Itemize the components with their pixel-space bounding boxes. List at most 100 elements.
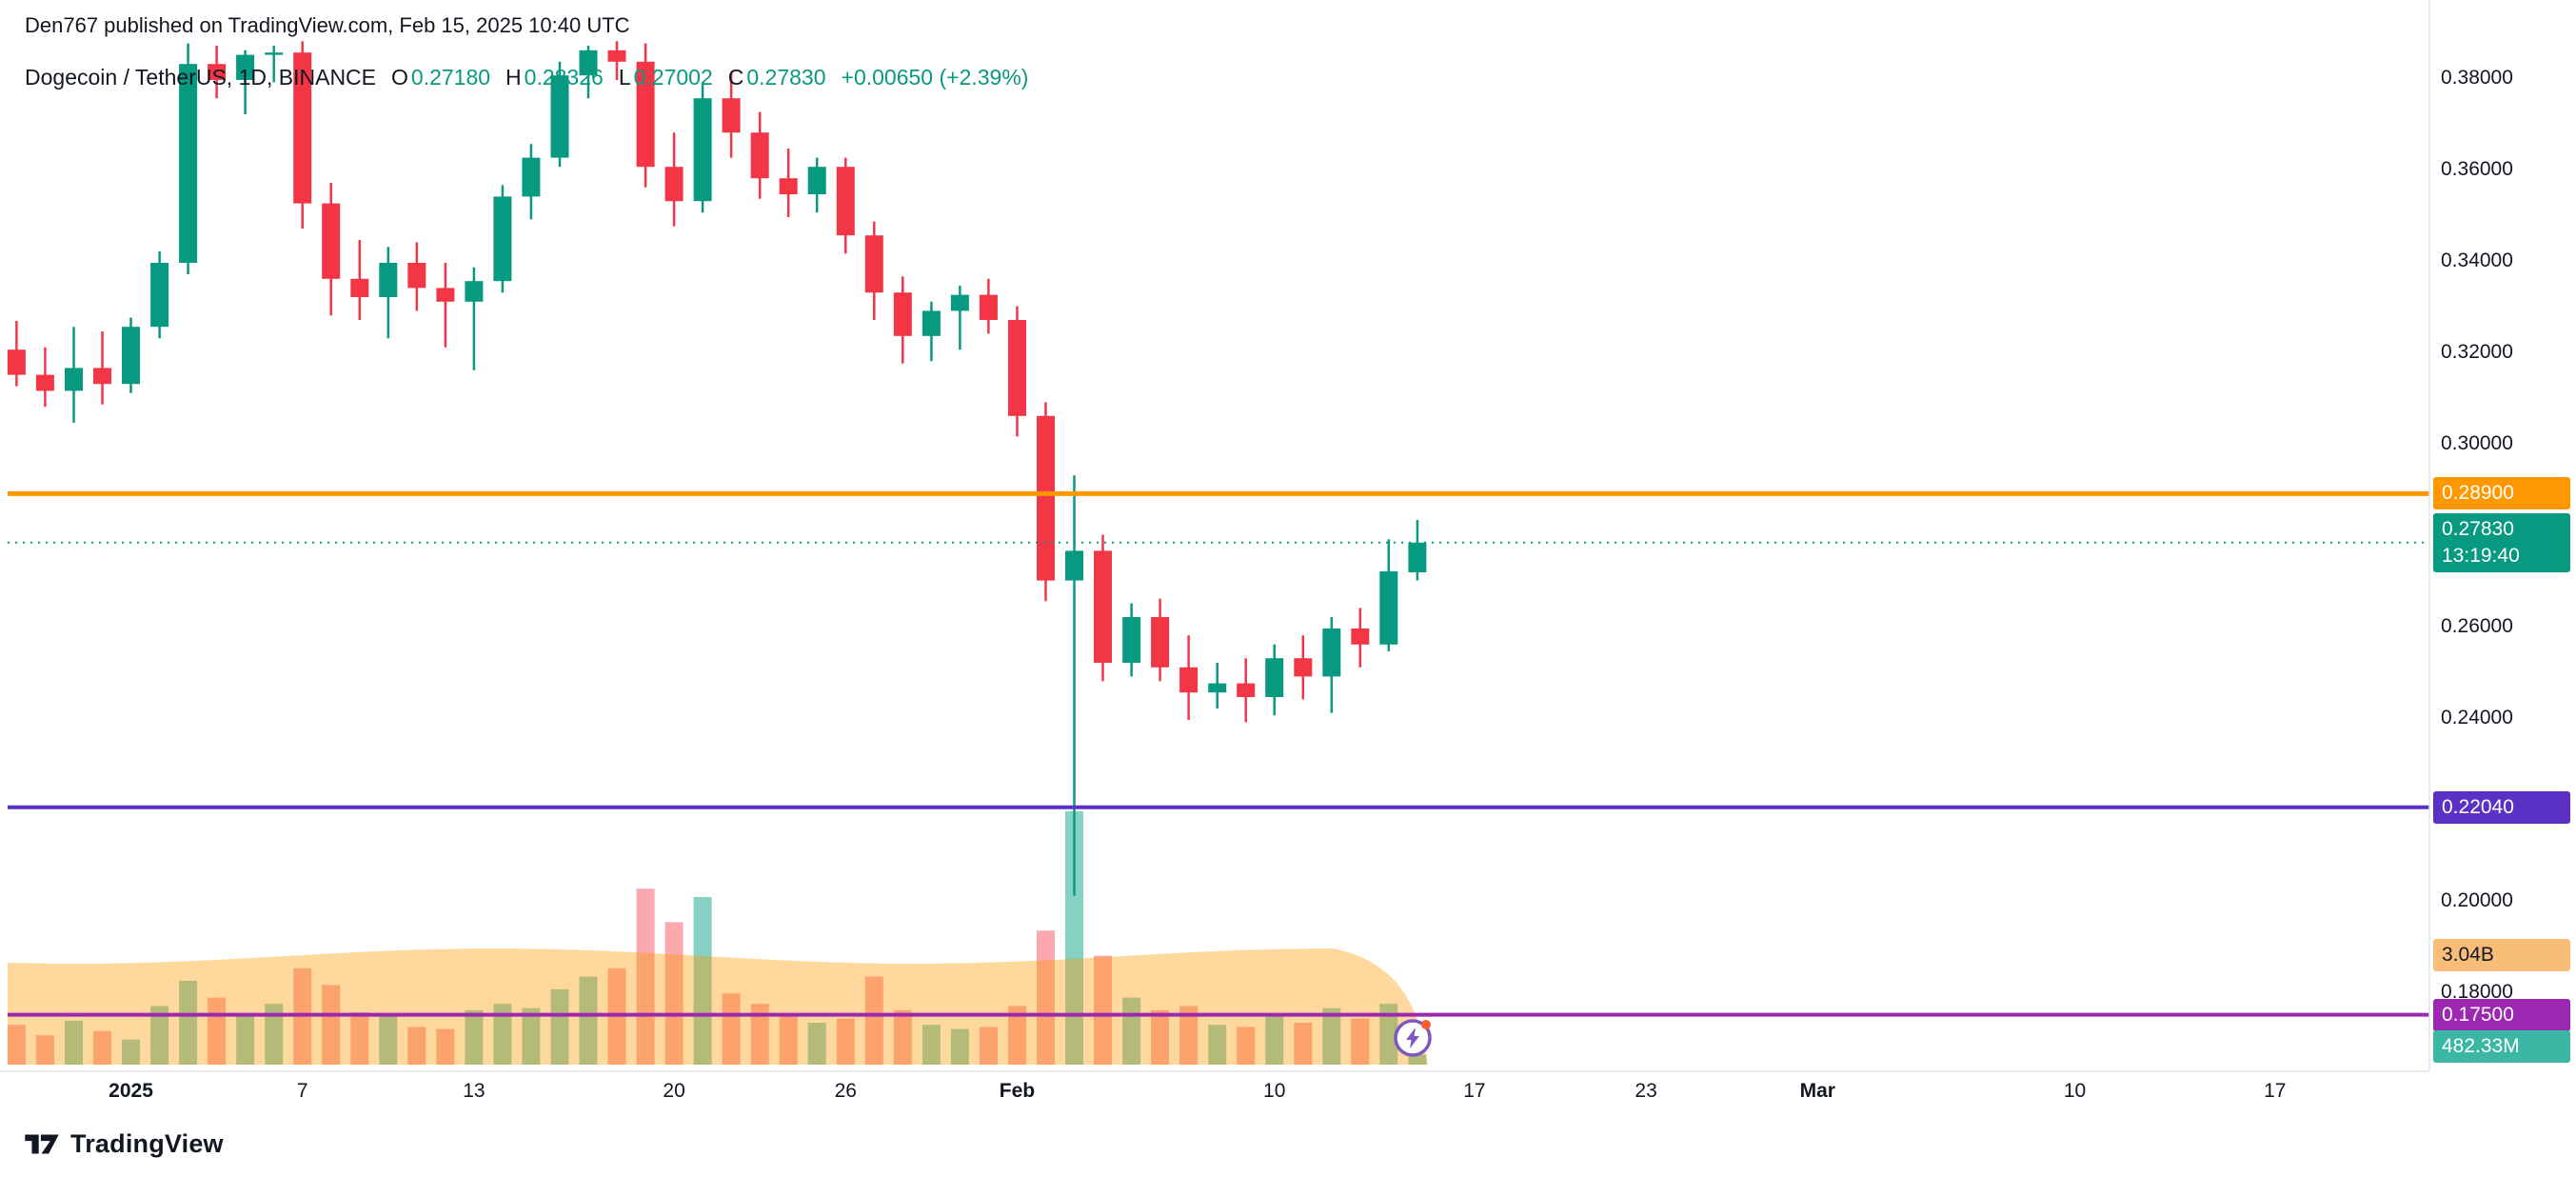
candle[interactable] — [836, 157, 855, 254]
candle[interactable] — [1151, 598, 1170, 682]
candle[interactable] — [93, 331, 111, 405]
current-price-badge[interactable]: 0.27830 13:19:40 — [2433, 513, 2570, 572]
candle[interactable] — [550, 61, 569, 168]
candle[interactable] — [1294, 635, 1313, 700]
candle[interactable] — [722, 72, 741, 158]
candle[interactable] — [7, 321, 26, 387]
volume-bar[interactable] — [836, 1018, 855, 1065]
volume-bar[interactable] — [93, 1030, 111, 1065]
volume-bar[interactable] — [265, 1004, 284, 1065]
support2-price-badge[interactable]: 0.17500 — [2433, 999, 2570, 1031]
candle[interactable] — [1265, 644, 1284, 716]
flash-icon[interactable] — [1394, 1019, 1432, 1057]
volume-bar[interactable] — [1294, 1023, 1313, 1065]
volume-bar[interactable] — [864, 976, 883, 1065]
candle[interactable] — [1237, 658, 1256, 723]
volume-bar[interactable] — [950, 1028, 969, 1065]
candle[interactable] — [122, 317, 140, 393]
volume-bar[interactable] — [436, 1028, 455, 1065]
candle[interactable] — [579, 46, 598, 99]
volume-bar[interactable] — [722, 993, 741, 1065]
volume-bar[interactable] — [522, 1007, 541, 1065]
candle[interactable] — [65, 327, 83, 423]
candle[interactable] — [864, 221, 883, 320]
volume-bar[interactable] — [179, 981, 198, 1065]
candle[interactable] — [607, 41, 626, 80]
volume-bar[interactable] — [1408, 1054, 1427, 1065]
candle[interactable] — [1208, 663, 1227, 708]
candle[interactable] — [1008, 306, 1026, 437]
candles-layer[interactable] — [7, 41, 1427, 896]
volume-bar[interactable] — [636, 888, 655, 1065]
candle[interactable] — [436, 263, 455, 348]
volume-bar[interactable] — [1008, 1006, 1026, 1065]
candle[interactable] — [1351, 608, 1370, 668]
volume-bar[interactable] — [7, 1025, 26, 1065]
volume-bar[interactable] — [1179, 1006, 1199, 1065]
candle[interactable] — [1122, 603, 1141, 677]
candle[interactable] — [807, 157, 826, 213]
candle[interactable] — [208, 46, 227, 99]
volume-bar[interactable] — [693, 897, 712, 1065]
volume-bar[interactable] — [1037, 930, 1055, 1065]
volume-bar[interactable] — [550, 988, 569, 1065]
candle[interactable] — [379, 247, 398, 339]
volume-bar[interactable] — [1265, 1016, 1284, 1065]
candle[interactable] — [350, 240, 369, 320]
volume-bar[interactable] — [65, 1020, 83, 1065]
volume-bar[interactable] — [322, 985, 341, 1065]
candle[interactable] — [1379, 539, 1398, 651]
volume-bar[interactable] — [379, 1016, 398, 1065]
resistance-price-badge[interactable]: 0.28900 — [2433, 477, 2570, 509]
candle[interactable] — [1322, 617, 1341, 713]
candle[interactable] — [465, 267, 484, 370]
candle[interactable] — [921, 301, 941, 362]
footer-brand[interactable]: TradingView — [23, 1129, 224, 1159]
candle[interactable] — [750, 111, 769, 199]
candle[interactable] — [35, 347, 54, 408]
candle[interactable] — [522, 144, 541, 220]
legend-symbol[interactable]: Dogecoin / TetherUS, 1D, BINANCE — [25, 65, 377, 90]
candle[interactable] — [265, 46, 284, 83]
candle[interactable] — [1037, 402, 1055, 602]
volume-bar[interactable] — [493, 1004, 512, 1065]
volume-bar[interactable] — [1379, 1004, 1398, 1065]
candle[interactable] — [693, 82, 712, 213]
volume-bar[interactable] — [350, 1012, 369, 1065]
candle[interactable] — [779, 149, 798, 217]
candle[interactable] — [893, 276, 912, 364]
volume-bar[interactable] — [1065, 810, 1083, 1065]
volume-bar[interactable] — [750, 1004, 769, 1065]
candle[interactable] — [236, 50, 255, 114]
candle[interactable] — [1179, 635, 1199, 720]
candle[interactable] — [664, 132, 684, 227]
candle[interactable] — [636, 43, 655, 188]
volume-bar[interactable] — [407, 1027, 426, 1065]
candle[interactable] — [407, 242, 426, 311]
volume-bar[interactable] — [579, 976, 598, 1065]
candle[interactable] — [950, 286, 969, 350]
candle[interactable] — [293, 41, 312, 229]
support-price-badge[interactable]: 0.22040 — [2433, 791, 2570, 824]
volume-bar[interactable] — [1151, 1009, 1170, 1065]
candle[interactable] — [493, 185, 512, 293]
volume-bar[interactable] — [35, 1035, 54, 1065]
volume-bar[interactable] — [236, 1014, 255, 1065]
volume-bar[interactable] — [1237, 1027, 1256, 1065]
volume-bar[interactable] — [122, 1039, 140, 1065]
candle[interactable] — [1065, 475, 1083, 896]
volume-bar[interactable] — [465, 1009, 484, 1065]
candle[interactable] — [150, 251, 169, 339]
volume-bar[interactable] — [1208, 1025, 1227, 1065]
candle[interactable] — [1094, 534, 1112, 682]
volume-bar[interactable] — [1094, 955, 1112, 1065]
volume-bar[interactable] — [150, 1006, 169, 1065]
candle[interactable] — [979, 278, 998, 334]
volume-bar[interactable] — [893, 1009, 912, 1065]
candle[interactable] — [322, 183, 341, 316]
volume-bar[interactable] — [664, 922, 684, 1065]
volume-bar[interactable] — [1322, 1007, 1341, 1065]
volume-bar[interactable] — [807, 1023, 826, 1065]
